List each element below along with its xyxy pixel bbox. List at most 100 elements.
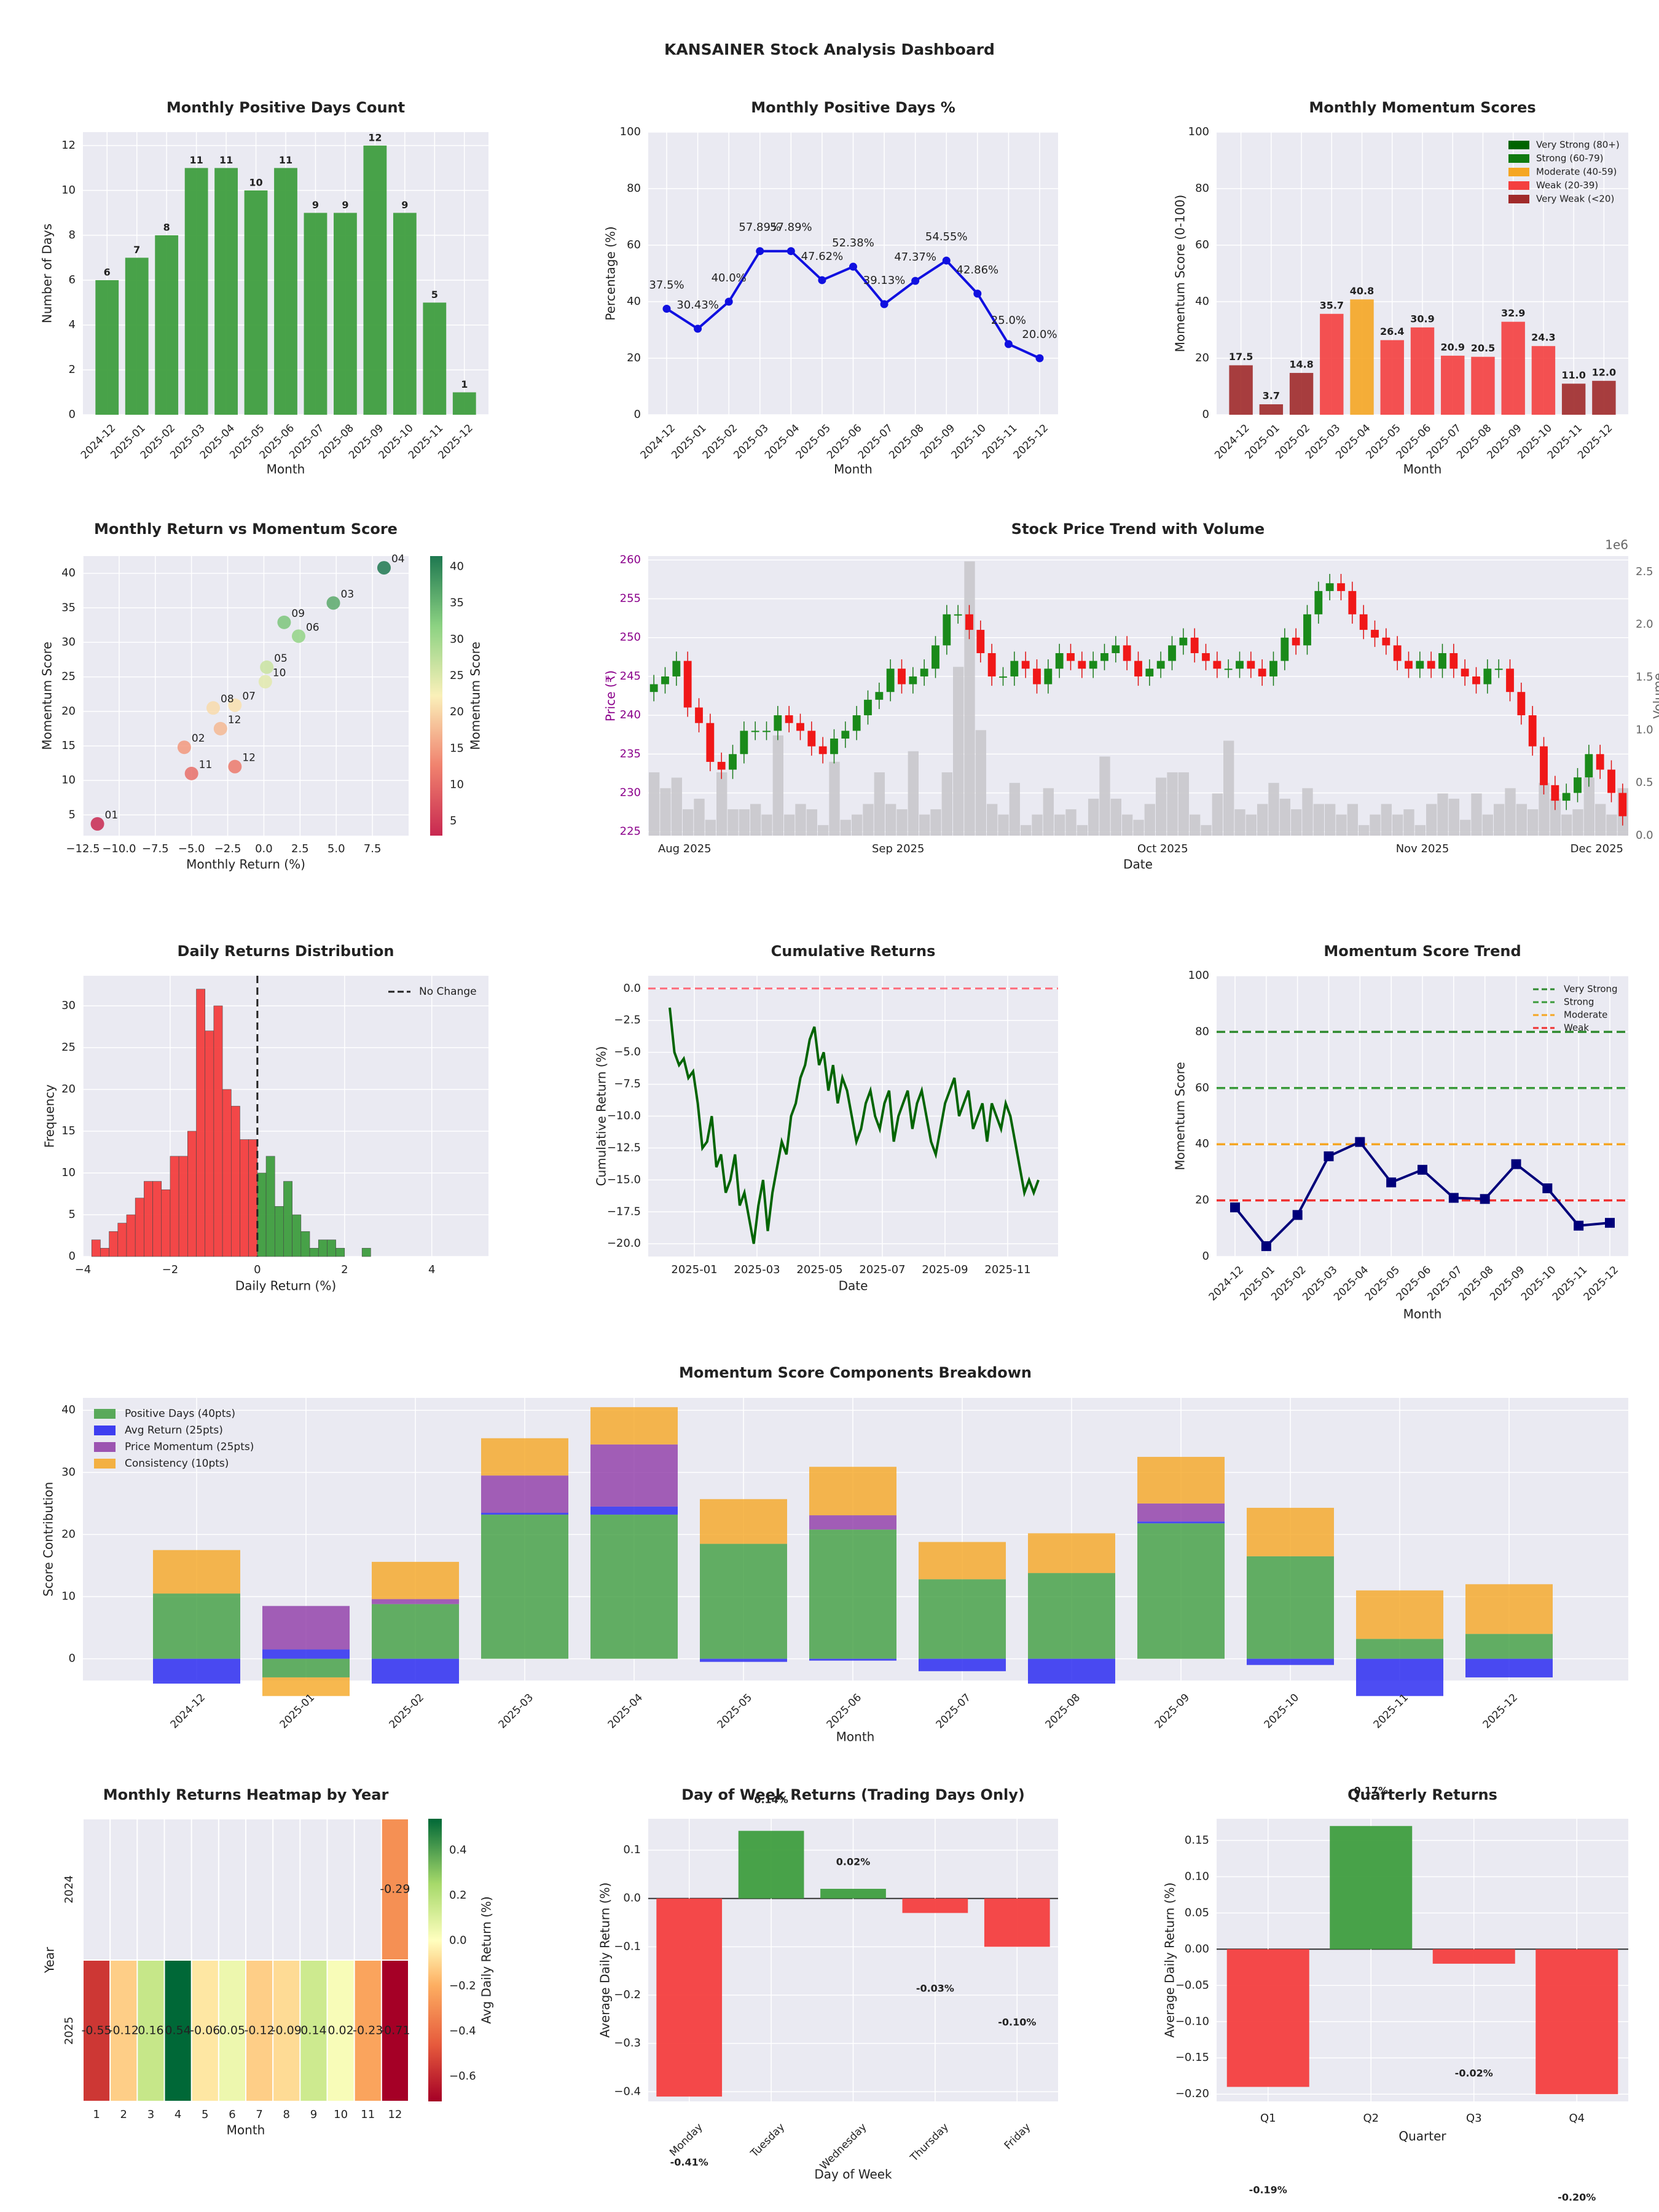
volume-bar [1516,804,1527,836]
bar-value-label: 0.14% [754,1794,788,1806]
volume-bar [806,809,817,836]
candle-body [740,731,748,755]
bar-value-label: 30.9 [1410,313,1434,324]
stacked-bar-segment [700,1499,787,1544]
y-tick-label: 40 [1195,1137,1209,1150]
candle-body [1258,669,1266,677]
data-point [1292,1210,1303,1220]
candle-body [1371,630,1379,638]
bar-value-label: -0.20% [1558,2192,1596,2203]
bar [1229,365,1253,415]
y2-axis-label: Volume [1651,673,1659,718]
heatmap-cell [219,1961,245,2101]
legend-label: Very Strong [1564,984,1618,995]
volume-bar [1190,814,1201,836]
colorbar-tick-label: 0.0 [449,1934,467,1947]
candle-body [1303,614,1311,646]
volume-bar [716,772,728,836]
y-tick-label: 5 [69,1208,76,1221]
volume-bar [1043,788,1054,836]
candle-body [1236,661,1244,669]
stacked-bar-segment [1247,1658,1334,1665]
candle-body [1190,637,1199,653]
y-axis-label: Number of Days [40,224,55,323]
candle-body [672,661,681,677]
y-tick-label: 0 [634,408,641,421]
candle-body [1461,669,1469,677]
heatmap-cell [219,1819,245,1959]
bar-value-label: 10 [249,176,262,188]
data-point [1480,1194,1490,1204]
x-tick-label: Friday [1002,2121,1033,2152]
volume-bar [1144,804,1155,836]
point-label: 01 [105,809,119,822]
x-tick-label: 2025-01 [278,1692,317,1731]
x-tick-label: 5 [202,2108,208,2121]
bar-value-label: 26.4 [1380,326,1404,337]
bar-value-label: -0.19% [1249,2184,1287,2196]
x-axis-label: Month [227,2123,265,2138]
x-tick-label: Q2 [1363,2112,1379,2125]
candle-body [898,669,906,684]
volume-bar [1347,804,1358,836]
chart-title: Daily Returns Distribution [178,943,394,960]
volume-bar [683,809,694,836]
volume-bar [1021,825,1032,836]
point-label: 08 [221,693,234,705]
y-tick-label: 80 [627,182,641,195]
volume-bar [1426,804,1437,836]
y-tick-label: 15 [61,739,76,752]
dashboard-title: KANSAINER Stock Analysis Dashboard [664,41,995,58]
bar-value-label: 20.9 [1440,341,1464,353]
x-tick-label: 10 [334,2108,348,2121]
volume-bar [1009,783,1020,836]
y-tick-label: 80 [1195,182,1209,195]
volume-bar [739,809,750,836]
candle-body [1337,583,1345,591]
stacked-bar-segment [153,1658,240,1684]
x-tick-label: 2.5 [291,842,309,855]
y-tick-label: −0.15 [1175,2051,1209,2064]
candle-body [1055,653,1064,669]
data-point [849,262,857,271]
candle-body [1224,669,1233,670]
x-axis-label: Daily Return (%) [235,1279,336,1293]
stacked-bar-segment [1137,1523,1225,1659]
histogram-bar [196,989,206,1257]
volume-bar [1595,804,1606,836]
stacked-bar-segment [1137,1503,1225,1522]
data-point [942,256,951,265]
colorbar-tick-label: 10 [450,778,464,791]
data-label: 20.0% [1022,328,1057,341]
y-tick-label: 20 [627,351,641,364]
volume-bar [1313,804,1324,836]
data-point [1004,340,1013,348]
candle-body [920,669,928,677]
data-label: 40.0% [712,272,747,284]
stacked-bar-segment [262,1606,350,1650]
x-tick-label: 4 [175,2108,181,2121]
candle-body [1156,661,1165,669]
x-axis-label: Month [1403,462,1442,477]
volume-bar [1606,814,1617,836]
histogram-bar [335,1248,345,1257]
volume-bar [728,809,739,836]
legend-swatch [94,1426,116,1435]
stacked-bar-segment [372,1658,459,1684]
heatmap-cell [111,1961,137,2101]
bar [1592,380,1616,415]
y-tick-label: 30 [61,635,76,648]
candle-body [706,723,715,762]
histogram-bar [100,1248,109,1257]
heatmap-cell [84,1961,110,2101]
histogram-bar [257,1172,267,1257]
bar [984,1898,1050,1947]
stacked-bar-segment [919,1542,1006,1580]
bar [184,168,208,415]
x-tick-label: 2025-09 [922,1263,968,1276]
bar [274,168,297,415]
candle-body [1021,661,1030,669]
y-tick-label: 80 [1195,1025,1209,1038]
y-axis-label: Momentum Score [40,641,55,750]
stacked-bar-segment [809,1658,896,1661]
